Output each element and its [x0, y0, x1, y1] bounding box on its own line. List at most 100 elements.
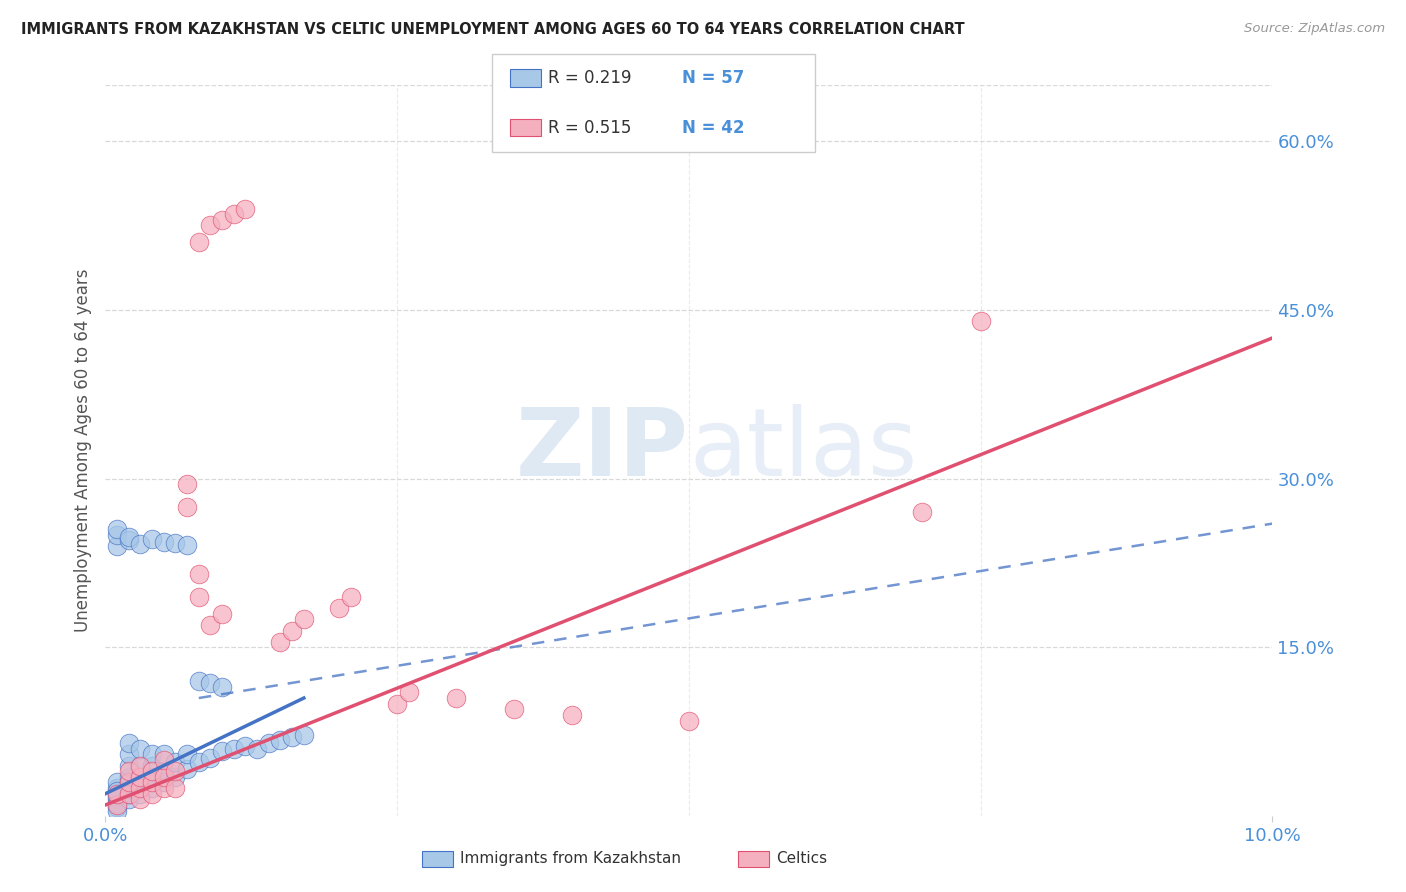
Point: [222, 207, 245, 221]
Point: [141, 770, 163, 784]
Point: [129, 770, 152, 784]
Point: [211, 212, 233, 227]
Point: [257, 736, 280, 750]
Point: [200, 676, 222, 690]
Text: R = 0.219: R = 0.219: [548, 69, 631, 87]
Point: [118, 758, 141, 772]
Point: [141, 787, 163, 801]
Point: [141, 533, 163, 547]
Point: [141, 758, 163, 772]
Point: [105, 792, 128, 806]
Point: [118, 533, 141, 548]
Point: [105, 797, 128, 812]
Point: [165, 535, 187, 549]
Point: [105, 796, 128, 810]
Point: [141, 775, 163, 789]
Point: [176, 538, 198, 552]
Point: [129, 780, 152, 795]
Point: [105, 775, 128, 789]
Point: [153, 534, 174, 549]
Point: [269, 732, 292, 747]
Point: [141, 780, 163, 795]
Text: R = 0.515: R = 0.515: [548, 119, 631, 136]
Point: [281, 624, 304, 638]
Point: [118, 770, 141, 784]
Point: [176, 500, 198, 514]
Point: [105, 800, 128, 814]
Point: [385, 697, 409, 711]
Point: [118, 787, 141, 801]
Point: [211, 607, 233, 621]
Point: [129, 758, 152, 772]
Point: [105, 787, 128, 801]
Point: [153, 775, 174, 789]
Point: [153, 764, 174, 779]
Text: N = 42: N = 42: [682, 119, 744, 136]
Point: [444, 691, 467, 706]
Point: [222, 741, 245, 756]
Point: [398, 685, 420, 699]
Point: [970, 314, 993, 328]
Text: Immigrants from Kazakhstan: Immigrants from Kazakhstan: [460, 852, 681, 866]
Point: [118, 530, 141, 544]
Point: [153, 753, 174, 767]
Point: [118, 780, 141, 795]
Point: [105, 789, 128, 803]
Point: [129, 780, 152, 795]
Point: [118, 775, 141, 789]
Point: [129, 787, 152, 801]
Point: [187, 755, 209, 769]
Point: [200, 219, 222, 233]
Point: [211, 680, 233, 694]
Point: [292, 612, 315, 626]
Point: [118, 775, 141, 789]
Point: [200, 750, 222, 764]
Point: [328, 601, 350, 615]
Point: [129, 792, 152, 806]
Point: [187, 674, 209, 689]
Point: [235, 739, 257, 754]
Point: [678, 714, 700, 728]
Point: [281, 731, 304, 745]
Point: [105, 784, 128, 798]
Point: [235, 202, 257, 216]
Point: [105, 522, 128, 536]
Point: [118, 764, 141, 779]
Point: [165, 770, 187, 784]
Y-axis label: Unemployment Among Ages 60 to 64 years: Unemployment Among Ages 60 to 64 years: [73, 268, 91, 632]
Point: [118, 792, 141, 806]
Point: [911, 505, 934, 519]
Point: [200, 618, 222, 632]
Point: [211, 744, 233, 758]
Point: [118, 736, 141, 750]
Point: [165, 755, 187, 769]
Point: [153, 780, 174, 795]
Text: atlas: atlas: [689, 404, 917, 497]
Text: Celtics: Celtics: [776, 852, 827, 866]
Point: [165, 764, 187, 779]
Point: [503, 702, 526, 716]
Point: [129, 741, 152, 756]
Point: [118, 787, 141, 801]
Point: [187, 235, 209, 250]
Point: [105, 787, 128, 801]
Point: [153, 770, 174, 784]
Point: [105, 528, 128, 542]
Text: IMMIGRANTS FROM KAZAKHSTAN VS CELTIC UNEMPLOYMENT AMONG AGES 60 TO 64 YEARS CORR: IMMIGRANTS FROM KAZAKHSTAN VS CELTIC UNE…: [21, 22, 965, 37]
Point: [105, 797, 128, 812]
Point: [165, 780, 187, 795]
Point: [105, 804, 128, 818]
Text: Source: ZipAtlas.com: Source: ZipAtlas.com: [1244, 22, 1385, 36]
Point: [141, 747, 163, 762]
Point: [187, 567, 209, 582]
Point: [176, 477, 198, 491]
Point: [269, 634, 292, 648]
Text: N = 57: N = 57: [682, 69, 744, 87]
Point: [339, 590, 361, 604]
Point: [153, 747, 174, 762]
Point: [141, 764, 163, 779]
Point: [176, 747, 198, 762]
Point: [118, 747, 141, 762]
Point: [561, 707, 583, 722]
Point: [129, 770, 152, 784]
